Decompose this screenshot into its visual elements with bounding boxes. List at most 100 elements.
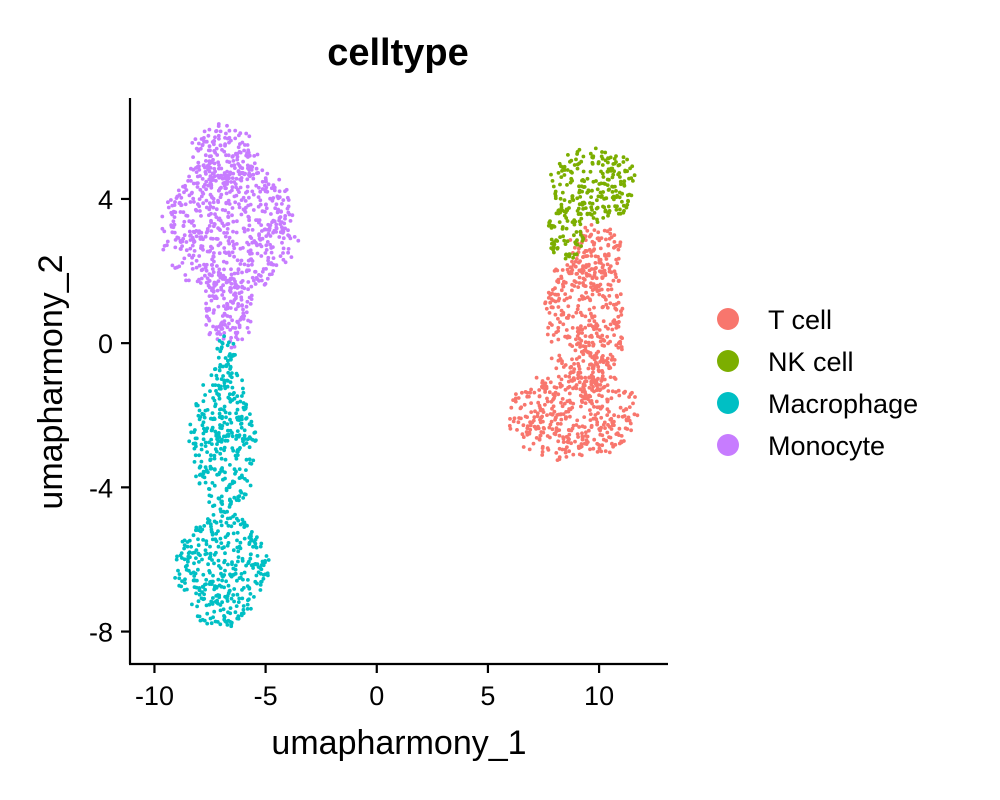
data-point [607, 266, 612, 271]
data-point [223, 438, 228, 443]
data-point [536, 400, 541, 405]
data-point [229, 624, 234, 629]
data-point [235, 592, 240, 597]
data-point [220, 578, 225, 583]
data-point [240, 303, 244, 308]
data-point [223, 619, 228, 623]
data-point [216, 122, 221, 126]
data-point [198, 187, 203, 192]
data-point [169, 223, 174, 228]
data-point [613, 184, 617, 189]
data-point [207, 556, 212, 561]
data-point [275, 210, 280, 215]
data-point [205, 520, 210, 525]
data-point [633, 395, 637, 399]
data-point [591, 248, 596, 253]
data-point [236, 145, 241, 150]
data-point [244, 131, 249, 136]
data-point [580, 431, 584, 436]
data-point [581, 255, 585, 259]
data-point [225, 623, 230, 627]
data-point [579, 216, 584, 221]
data-point [563, 374, 568, 378]
data-point [247, 330, 251, 335]
data-point [549, 172, 553, 177]
data-point [279, 209, 283, 214]
data-point [194, 585, 199, 590]
data-point [590, 315, 595, 320]
data-point [606, 252, 611, 256]
data-point [548, 300, 553, 305]
data-point [205, 621, 210, 626]
data-point [583, 347, 588, 352]
data-point [244, 457, 249, 462]
data-point [210, 442, 214, 446]
data-point [203, 465, 208, 470]
data-point [618, 207, 622, 212]
data-point [260, 179, 265, 184]
data-point [228, 170, 233, 175]
data-point [182, 190, 186, 195]
data-point [572, 163, 577, 167]
data-point [257, 279, 261, 283]
data-point [203, 444, 208, 448]
data-point [280, 240, 284, 245]
data-point [194, 258, 199, 263]
data-point [629, 193, 634, 198]
data-point [599, 287, 604, 292]
data-point [212, 142, 216, 147]
data-point [215, 598, 220, 603]
data-point [244, 190, 248, 195]
data-point [559, 400, 563, 405]
data-point [230, 239, 235, 244]
data-point [223, 142, 228, 147]
data-point [204, 301, 209, 306]
data-point [215, 264, 219, 268]
data-point [564, 216, 569, 220]
data-point [566, 385, 570, 390]
data-point [579, 453, 584, 458]
data-point [617, 441, 622, 446]
data-point [240, 394, 244, 398]
data-point [219, 285, 224, 290]
data-point [558, 182, 562, 187]
data-point [577, 297, 582, 302]
data-point [249, 284, 254, 289]
data-point [241, 386, 245, 391]
data-point [591, 324, 595, 329]
data-point [199, 137, 204, 141]
data-point [211, 513, 216, 517]
data-point [231, 352, 236, 357]
data-point [229, 286, 233, 290]
data-point [236, 614, 241, 619]
data-point [223, 568, 227, 573]
data-point [571, 262, 576, 267]
data-point [203, 587, 208, 592]
data-point [203, 265, 208, 270]
data-point [204, 198, 209, 203]
data-point [265, 240, 270, 244]
data-point [264, 243, 269, 248]
data-point [221, 607, 226, 612]
data-point [623, 169, 628, 174]
data-point [247, 223, 252, 228]
data-point [208, 192, 213, 197]
data-point [592, 319, 597, 324]
data-point [216, 304, 221, 309]
data-point [577, 281, 582, 285]
data-point [585, 228, 590, 233]
data-point [229, 596, 234, 601]
data-point [219, 509, 223, 514]
data-point [577, 260, 581, 265]
data-point [283, 214, 288, 218]
data-point [577, 367, 582, 371]
data-point [227, 588, 232, 593]
data-point [186, 179, 191, 183]
data-point [561, 284, 566, 289]
data-point [596, 349, 601, 354]
data-point [601, 422, 606, 427]
data-point [261, 573, 266, 577]
data-point [509, 405, 514, 410]
data-point [216, 198, 220, 203]
data-point [554, 451, 559, 455]
